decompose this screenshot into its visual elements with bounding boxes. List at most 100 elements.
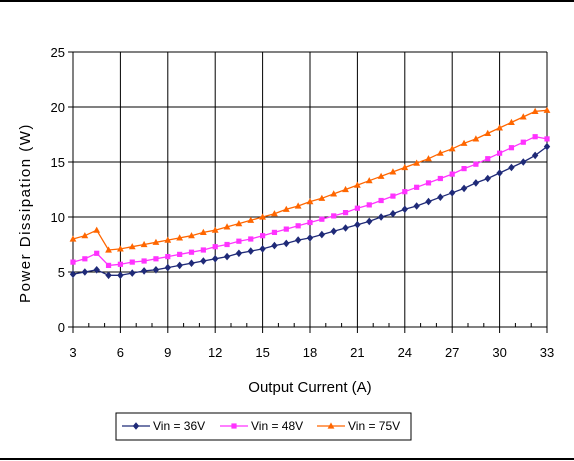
- data-point: [105, 271, 112, 280]
- data-point: [200, 257, 207, 265]
- data-point: [212, 255, 219, 263]
- legend-marker: [327, 422, 335, 429]
- data-point: [271, 241, 278, 250]
- data-point: [235, 249, 243, 258]
- data-point: [402, 189, 408, 195]
- data-point: [342, 210, 349, 216]
- data-point: [200, 247, 206, 253]
- data-point: [460, 139, 468, 146]
- data-point: [508, 118, 515, 125]
- axes: [68, 51, 548, 333]
- data-point: [212, 244, 218, 250]
- x-tick-label: 3: [69, 345, 76, 360]
- data-point: [306, 234, 314, 242]
- x-axis-title: Output Current (A): [248, 379, 371, 396]
- data-point: [271, 210, 278, 217]
- data-point: [354, 205, 360, 211]
- x-tick-label: 15: [255, 345, 269, 360]
- tick-labels: 0 5 10 15 20 25 3 6 9 12 15 18 21 24 27 30 33: [51, 45, 555, 360]
- data-point: [425, 197, 432, 206]
- top-border: [0, 0, 574, 2]
- data-point: [330, 227, 337, 236]
- data-point: [531, 107, 539, 114]
- data-point: [93, 266, 100, 274]
- x-tick-label: 33: [540, 345, 554, 360]
- data-point: [544, 136, 550, 142]
- data-point: [377, 213, 385, 221]
- data-point: [306, 198, 314, 205]
- y-axis-title: Power Dissipation (W): [17, 123, 34, 303]
- data-point: [141, 258, 147, 264]
- x-tick-label: 24: [398, 345, 412, 360]
- data-point: [188, 232, 195, 239]
- data-point: [283, 239, 290, 248]
- data-point: [94, 250, 100, 256]
- data-point: [414, 184, 420, 190]
- data-point: [377, 172, 385, 179]
- data-point: [235, 220, 243, 227]
- data-point: [319, 216, 325, 222]
- data-point: [223, 223, 231, 230]
- data-point: [152, 238, 160, 245]
- series-3: [69, 106, 551, 253]
- data-point: [82, 256, 88, 262]
- data-point: [425, 180, 432, 186]
- data-point: [508, 163, 515, 172]
- data-point: [543, 142, 551, 151]
- x-tick-label: 12: [208, 345, 222, 360]
- data-point: [449, 189, 456, 197]
- data-point: [69, 270, 77, 278]
- series-2: [70, 134, 550, 268]
- data-point: [425, 155, 432, 162]
- data-point: [152, 266, 160, 274]
- data-point: [165, 254, 171, 260]
- data-point: [342, 224, 349, 232]
- grid-lines: [73, 51, 548, 327]
- data-point: [211, 226, 219, 233]
- data-point: [307, 219, 313, 226]
- data-point: [390, 193, 396, 199]
- data-point: [177, 251, 183, 257]
- data-point: [294, 202, 302, 209]
- data-point: [354, 181, 361, 188]
- data-point: [436, 149, 444, 156]
- data-point: [448, 145, 456, 152]
- data-point: [294, 236, 302, 244]
- data-point: [401, 163, 409, 171]
- data-point: [223, 252, 231, 261]
- data-point: [318, 194, 326, 201]
- y-tick-label: 10: [51, 210, 65, 225]
- data-point: [401, 205, 408, 214]
- data-point: [519, 113, 527, 120]
- data-point: [153, 256, 159, 262]
- data-point: [81, 268, 89, 276]
- x-tick-label: 18: [303, 345, 317, 360]
- bottom-border: [0, 458, 574, 460]
- legend-label: Vin = 48V: [251, 419, 303, 433]
- data-point: [247, 247, 254, 255]
- data-point: [413, 202, 420, 210]
- data-point: [283, 226, 289, 232]
- data-point: [318, 230, 326, 239]
- data-point: [129, 269, 136, 277]
- data-point: [520, 158, 527, 166]
- data-point: [472, 135, 480, 142]
- data-point: [164, 263, 171, 272]
- data-point: [140, 267, 148, 275]
- data-point: [484, 129, 492, 136]
- data-point: [224, 241, 230, 248]
- data-point: [176, 234, 184, 241]
- data-point: [105, 246, 112, 253]
- data-point: [342, 185, 349, 193]
- y-tick-label: 0: [58, 320, 65, 335]
- data-point: [248, 236, 254, 242]
- data-point: [437, 193, 444, 201]
- data-point: [236, 238, 242, 244]
- x-tick-label: 6: [117, 345, 124, 360]
- legend-label: Vin = 36V: [153, 419, 205, 433]
- data-point: [140, 240, 148, 248]
- data-point: [520, 139, 526, 145]
- data-point: [472, 179, 480, 187]
- data-point: [129, 259, 135, 265]
- data-point: [117, 261, 123, 267]
